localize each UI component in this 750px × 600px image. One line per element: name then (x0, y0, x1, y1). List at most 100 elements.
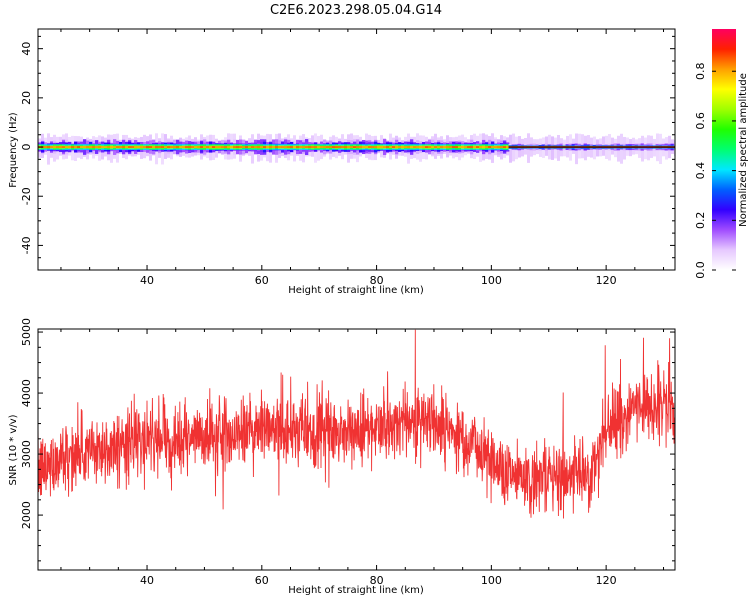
spectrogram-cell (296, 146, 300, 148)
snr-xtick-label: 80 (370, 574, 384, 587)
spectrogram-cell (302, 146, 306, 148)
spectrogram-cell (383, 146, 387, 148)
spectrogram-cell (365, 146, 369, 148)
spectrogram-cell (263, 146, 267, 148)
spectrogram-cell (260, 146, 264, 148)
spectrogram-cell (95, 146, 99, 148)
spectrogram-cell (494, 146, 498, 148)
spectrogram-cell (269, 146, 273, 148)
spectrogram-cell (53, 146, 57, 148)
snr-y-axis-label: SNR (10 * v/v) (8, 414, 19, 485)
spectrogram-cell (353, 146, 357, 148)
spectrogram-cell (173, 146, 177, 148)
spectrogram-xtick-label: 80 (370, 274, 384, 287)
spectrogram-xtick-label: 120 (596, 274, 617, 287)
spectrogram-cell (425, 146, 429, 148)
spectrogram-cell (257, 146, 261, 148)
snr-x-axis-label: Height of straight line (km) (288, 585, 424, 596)
spectrogram-cell (119, 146, 123, 148)
spectrogram-cell (464, 146, 468, 148)
colorbar-label: Normalized spectral amplitude (738, 73, 749, 227)
snr-series-line (38, 329, 675, 519)
snr-xtick-label: 120 (596, 574, 617, 587)
spectrogram-cell (230, 146, 234, 148)
spectrogram-cell (317, 146, 321, 148)
spectrogram-cell (323, 146, 327, 148)
colorbar-tick-label: 0.2 (694, 212, 707, 230)
spectrogram-cell (149, 146, 153, 148)
spectrogram-cell (293, 146, 297, 148)
spectrogram-cell (290, 146, 294, 148)
spectrogram-cell (44, 146, 48, 148)
spectrogram-cell (470, 146, 474, 148)
spectrogram-cell (356, 146, 360, 148)
snr-xtick-label: 100 (481, 574, 502, 587)
spectrogram-cell (215, 146, 219, 148)
snr-ytick-label: 4000 (20, 379, 33, 407)
spectrogram-cell (479, 146, 483, 148)
spectrogram-cell (266, 146, 270, 148)
spectrogram-cell (101, 146, 105, 148)
spectrogram-ytick-label: 40 (20, 42, 33, 56)
spectrogram-cell (155, 146, 159, 148)
spectrogram-cell (437, 146, 441, 148)
spectrogram-cell (482, 146, 486, 148)
spectrogram-cell (74, 146, 78, 148)
spectrogram-cell (422, 146, 426, 148)
spectrogram-cell (161, 146, 165, 148)
spectrogram-cell (278, 146, 282, 148)
spectrogram-cell (419, 146, 423, 148)
spectrogram-cell (305, 146, 309, 148)
spectrogram-cell (461, 146, 465, 148)
spectrogram-cell (320, 146, 324, 148)
spectrogram-cell (503, 146, 507, 148)
spectrogram-cell (197, 146, 201, 148)
spectrogram-cell (338, 146, 342, 148)
spectrogram-cell (488, 146, 492, 148)
spectrogram-cell (350, 146, 354, 148)
spectrogram-cell (506, 146, 510, 148)
spectrogram-cell (449, 146, 453, 148)
spectrogram-cell (251, 146, 255, 148)
spectrogram-xtick-label: 40 (140, 274, 154, 287)
spectrogram-cell (407, 146, 411, 148)
spectrogram-cell (398, 146, 402, 148)
spectrogram-cell (206, 146, 210, 148)
spectrogram-cell (311, 146, 315, 148)
spectrogram-cell (92, 146, 96, 148)
spectrogram-cell (71, 146, 75, 148)
spectrogram-cell (431, 146, 435, 148)
snr-xtick-label: 60 (255, 574, 269, 587)
figure-title: C2E6.2023.298.05.04.G14 (270, 3, 442, 18)
spectrogram-cell (440, 146, 444, 148)
spectrogram-cell (134, 146, 138, 148)
spectrogram-cell (242, 146, 246, 148)
spectrogram-ytick-label: 20 (20, 91, 33, 105)
spectrogram-cell (113, 146, 117, 148)
spectrogram-cell (473, 146, 477, 148)
spectrogram-cell (128, 146, 132, 148)
spectrogram-panel: 40 60 80 100 120 -40 -20 0 20 40 Height of straig… (8, 28, 676, 296)
colorbar-tick-label: 0.0 (694, 261, 707, 279)
colorbar: 0.0 0.2 0.4 0.6 0.8 Normalized spectral ampl… (694, 29, 749, 279)
spectrogram-cell (131, 146, 135, 148)
spectrogram-cell (146, 146, 150, 148)
spectrogram-cell (104, 146, 108, 148)
spectrogram-cell (335, 146, 339, 148)
spectrogram-cell (224, 146, 228, 148)
spectrogram-cell (275, 146, 279, 148)
spectrogram-cell (374, 146, 378, 148)
colorbar-tick-label: 0.6 (694, 112, 707, 129)
spectrogram-cell (200, 146, 204, 148)
spectrogram-cell (50, 146, 54, 148)
spectrogram-cell (152, 146, 156, 148)
spectrogram-cell (314, 146, 318, 148)
spectrogram-cell (485, 146, 489, 148)
spectrogram-cell (167, 146, 171, 148)
spectrogram-cell (65, 146, 69, 148)
spectrogram-cell (347, 146, 351, 148)
spectrogram-cell (218, 146, 222, 148)
spectrogram-cell (428, 146, 432, 148)
spectrogram-cell (332, 146, 336, 148)
